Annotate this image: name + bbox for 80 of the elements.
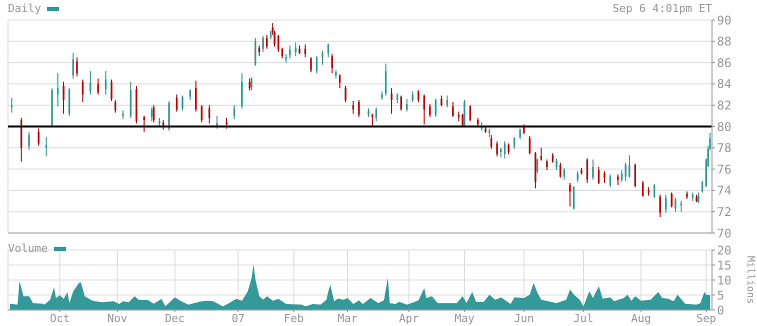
candlestick: [344, 86, 346, 103]
candlestick: [546, 159, 548, 171]
y-tick-label: 74: [717, 184, 732, 198]
candlestick: [698, 192, 700, 204]
x-tick-label: 07: [232, 312, 245, 325]
candlestick: [496, 140, 498, 157]
candlestick: [62, 81, 64, 114]
x-tick-label: Nov: [107, 312, 128, 325]
candlestick: [182, 95, 184, 112]
candlestick: [250, 77, 252, 91]
candlestick: [110, 79, 112, 102]
candlestick: [358, 99, 360, 118]
text: Sep 6 4:01pm ET: [612, 2, 712, 15]
candlestick: [352, 100, 354, 114]
candlestick: [248, 78, 250, 91]
candlestick: [674, 197, 676, 212]
candlestick: [659, 194, 661, 218]
x-tick-label: Aug: [631, 312, 651, 325]
candlestick: [519, 128, 521, 140]
candlestick: [604, 170, 606, 184]
y-tick-label: 90: [717, 13, 732, 28]
candlestick: [38, 128, 40, 146]
candlestick: [90, 70, 92, 96]
x-tick-label: Oct: [50, 312, 70, 325]
candlestick: [97, 78, 99, 96]
y-tick-label: 10: [717, 273, 732, 288]
y-tick-label: 78: [717, 141, 732, 156]
candlestick: [680, 200, 682, 212]
x-tick-label: Apr: [398, 312, 420, 325]
candlestick: [226, 117, 228, 130]
candlestick: [462, 113, 464, 127]
candlestick: [500, 147, 502, 158]
candlestick: [289, 45, 291, 59]
candlestick: [322, 50, 324, 66]
candlestick: [310, 56, 312, 73]
y-axis-title: Millions: [744, 256, 756, 304]
candlestick: [628, 154, 630, 178]
candlestick: [624, 162, 626, 182]
x-tick-label: Dec: [164, 312, 185, 325]
candlestick: [258, 45, 260, 57]
y-tick-label: 20: [717, 243, 732, 258]
candlestick: [617, 174, 619, 186]
x-tick-label: Mar: [338, 312, 358, 325]
y-tick-label: 82: [717, 98, 732, 112]
y-tick-label: 15: [717, 258, 732, 272]
candlestick: [45, 136, 48, 157]
candlestick: [294, 42, 297, 57]
y-tick-label: 0: [717, 303, 724, 318]
candlestick: [452, 102, 454, 118]
candlestick: [508, 143, 510, 155]
candlestick: [429, 104, 431, 118]
candlestick: [406, 98, 408, 112]
candlestick: [592, 159, 594, 180]
candlestick: [76, 56, 78, 77]
y-tick-label: 72: [717, 204, 732, 219]
x-tick-label: May: [454, 312, 475, 325]
candlestick: [418, 90, 420, 103]
x-tick-label: Sep: [696, 312, 716, 325]
candlestick: [390, 88, 392, 114]
candlestick: [28, 131, 30, 150]
y-tick-label: 5: [717, 288, 724, 302]
candlestick: [331, 54, 333, 74]
y-tick-label: 88: [717, 34, 732, 49]
candlestick: [569, 182, 571, 207]
legend-label: Volume: [8, 242, 48, 255]
y-tick-label: 86: [717, 56, 732, 70]
x-tick-label: Jul: [574, 312, 594, 325]
x-tick-label: Jun: [514, 312, 534, 325]
candlestick: [10, 97, 13, 114]
candlestick: [195, 80, 197, 112]
candlestick: [440, 95, 442, 107]
y-tick-label: 80: [717, 120, 732, 134]
y-tick-label: 76: [717, 162, 732, 176]
y-tick-label: 70: [717, 226, 732, 240]
legend-label: Daily: [8, 2, 42, 15]
candlestick: [556, 158, 558, 171]
y-tick-label: 84: [717, 77, 732, 92]
candlestick: [262, 35, 264, 52]
candlestick: [143, 115, 145, 132]
x-tick-label: Feb: [284, 312, 304, 325]
